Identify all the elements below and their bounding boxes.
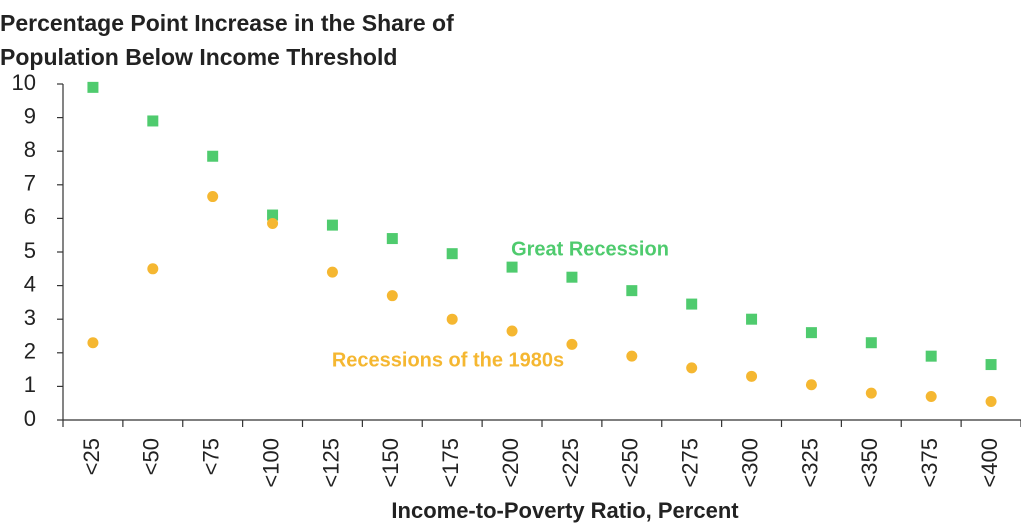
point [985,359,997,371]
point [985,396,997,408]
point [925,390,937,402]
y-tick-label: 5 [24,238,36,263]
point [326,219,338,231]
x-tick-label: <350 [857,438,882,488]
point [326,266,338,278]
x-tick-label: <200 [498,438,523,488]
y-tick-label: 10 [12,70,36,95]
point [626,285,638,297]
y-tick-label: 8 [24,137,36,162]
y-tick-label: 7 [24,171,36,196]
point [805,379,817,391]
x-tick-label: <100 [258,438,283,488]
point [207,191,219,203]
point [566,271,578,283]
point [566,338,578,350]
point [446,248,458,260]
point [506,325,518,337]
y-tick-label: 0 [24,406,36,431]
x-tick-label: <325 [797,438,822,488]
point [865,337,877,349]
point [386,290,398,302]
x-tick-label: <225 [558,438,583,488]
x-tick-label: <300 [737,438,762,488]
y-tick-label: 6 [24,204,36,229]
point [805,327,817,339]
point [686,298,698,310]
x-tick-label: <400 [977,438,1002,488]
point [147,263,159,275]
series-label: Great Recession [511,238,669,260]
chart-title: Percentage Point Increase in the Share o… [0,10,454,70]
series-label: Recessions of the 1980s [332,349,564,371]
point [207,150,219,162]
point [267,209,279,221]
point [925,350,937,362]
point [147,115,159,127]
x-tick-label: <75 [199,438,224,475]
x-axis-label: Income-to-Poverty Ratio, Percent [391,498,739,523]
point [626,350,638,362]
point [446,313,458,325]
y-tick-label: 4 [24,271,36,296]
point [746,370,758,382]
y-tick-label: 3 [24,305,36,330]
x-tick-label: <175 [438,438,463,488]
x-tick-label: <25 [79,438,104,475]
x-tick-label: <250 [618,438,643,488]
y-tick-label: 9 [24,103,36,128]
point [865,387,877,399]
x-tick-label: <50 [139,438,164,475]
x-tick-label: <125 [318,438,343,488]
y-tick-label: 2 [24,339,36,364]
x-tick-label: <375 [917,438,942,488]
point [746,313,758,325]
x-tick-label: <275 [678,438,703,488]
point [267,217,279,229]
point [87,81,99,93]
point [686,362,698,374]
y-tick-label: 1 [24,372,36,397]
point [506,261,518,273]
point [87,337,99,349]
x-tick-label: <150 [378,438,403,488]
point [386,233,398,245]
